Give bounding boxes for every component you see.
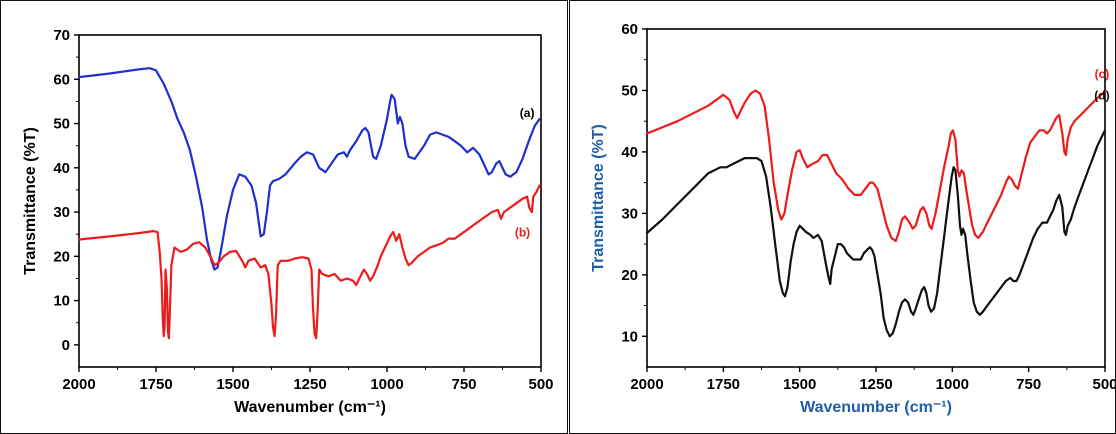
x-tick-label: 750 (451, 376, 476, 393)
series-line-2 (77, 184, 541, 340)
y-tick-label: 60 (53, 71, 70, 88)
x-tick-label: 1750 (139, 376, 172, 393)
x-tick-label: 1250 (293, 376, 326, 393)
plot-frame (646, 28, 1106, 368)
x-tick-label: 1000 (370, 376, 403, 393)
y-tick-label: 30 (53, 204, 70, 221)
x-tick-label: 2000 (630, 376, 663, 393)
y-tick-label: 0 (62, 337, 70, 354)
ftir-chart-left: 2000 1750 1500 1250 1000 750 500 0 10 20 30 40 50 60 7… (22, 27, 554, 416)
x-tick-label: 1250 (859, 376, 892, 393)
series-line-1 (645, 89, 1107, 243)
series-line-1 (77, 67, 541, 271)
y-tick-label: 40 (621, 144, 638, 161)
y-tick-label: 20 (53, 248, 70, 265)
y-tick-label: 50 (621, 82, 638, 99)
y-tick-label: 30 (621, 205, 638, 222)
x-tick-label: 500 (1092, 376, 1115, 393)
x-tick-label: 500 (528, 376, 553, 393)
x-tick-label: 1500 (783, 376, 816, 393)
series-label: (c) (1095, 67, 1110, 81)
y-tick-label: 20 (621, 267, 638, 284)
y-tick-label: 10 (621, 328, 638, 345)
x-axis-title: Wavenumber (cm⁻¹) (800, 399, 952, 416)
chart-panel-left: 2000 1750 1500 1250 1000 750 500 0 10 20 30 40 50 60 7… (0, 0, 568, 434)
ftir-chart-right: 2000 1750 1500 1250 1000 750 500 10 20 30 40 50 60 Wa… (590, 21, 1115, 416)
y-tick-label: 10 (53, 293, 70, 310)
plot-frame (78, 34, 542, 368)
series-line-2 (645, 129, 1107, 338)
x-tick-label: 1500 (216, 376, 249, 393)
x-tick-label: 1000 (936, 376, 969, 393)
y-tick-label: 40 (53, 160, 70, 177)
x-tick-label: 2000 (62, 376, 95, 393)
series-label: (a) (520, 106, 535, 120)
x-tick-label: 1750 (707, 376, 740, 393)
y-tick-label: 60 (621, 21, 638, 38)
chart-panel-right: 2000 1750 1500 1250 1000 750 500 10 20 30 40 50 60 Wa… (569, 0, 1116, 434)
x-tick-label: 750 (1016, 376, 1041, 393)
y-tick-label: 50 (53, 116, 70, 133)
y-tick-label: 70 (53, 27, 70, 44)
y-axis-title: Transmittance (%T) (590, 124, 607, 272)
y-axis-title: Transmittance (%T) (22, 127, 39, 275)
x-axis-title: Wavenumber (cm⁻¹) (234, 399, 386, 416)
series-label: (d) (1094, 89, 1109, 103)
series-label: (b) (515, 225, 530, 239)
